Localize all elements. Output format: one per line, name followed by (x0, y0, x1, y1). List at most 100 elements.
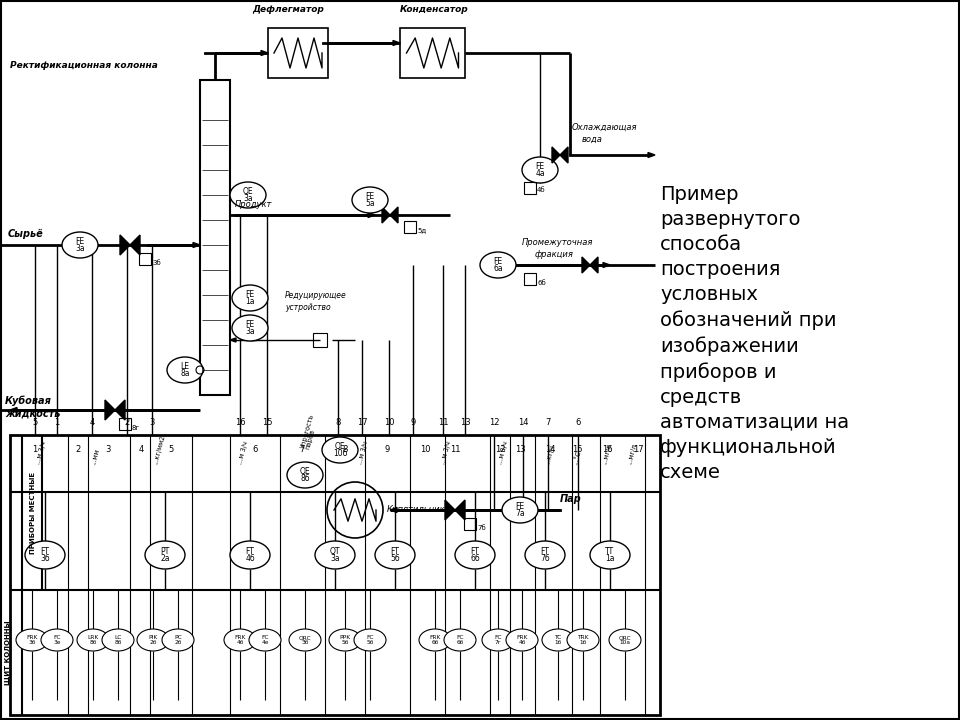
Text: FRK
6б: FRK 6б (429, 636, 441, 644)
Text: FC
4е: FC 4е (261, 636, 269, 644)
Text: 3: 3 (106, 445, 110, 454)
Ellipse shape (322, 437, 358, 463)
Text: ...м 3/ч: ...м 3/ч (357, 441, 369, 465)
Text: PT
2а: PT 2а (160, 546, 170, 564)
Text: FT
5б: FT 5б (390, 546, 399, 564)
Ellipse shape (232, 285, 268, 311)
Text: Пар: Пар (560, 494, 582, 504)
Text: 2: 2 (125, 418, 130, 427)
Ellipse shape (375, 541, 415, 569)
Text: ...мм: ...мм (90, 448, 100, 465)
Ellipse shape (480, 252, 516, 278)
Text: LRK
8б: LRK 8б (87, 636, 99, 644)
Text: FE
4а: FE 4а (535, 161, 545, 179)
Ellipse shape (482, 629, 514, 651)
Text: ...мг/л: ...мг/л (602, 443, 613, 465)
Text: 13: 13 (460, 418, 470, 427)
Text: 9: 9 (410, 418, 416, 427)
Bar (404, 221, 416, 233)
Ellipse shape (455, 541, 495, 569)
Text: 8: 8 (335, 418, 341, 427)
Ellipse shape (230, 182, 266, 208)
Bar (119, 418, 131, 430)
Ellipse shape (289, 629, 321, 651)
Ellipse shape (567, 629, 599, 651)
Text: 4: 4 (89, 418, 95, 427)
Text: Конденсатор: Конденсатор (400, 5, 468, 14)
Bar (524, 273, 536, 285)
Bar (464, 518, 476, 530)
Text: FE
7а: FE 7а (516, 502, 525, 518)
Text: TT
1а: TT 1а (605, 546, 614, 564)
Ellipse shape (419, 629, 451, 651)
Text: 8г: 8г (132, 425, 140, 431)
Text: 10: 10 (420, 445, 430, 454)
Ellipse shape (162, 629, 194, 651)
Text: FE
3а: FE 3а (245, 320, 254, 336)
Ellipse shape (542, 629, 574, 651)
Text: Упругость
паров: Упругость паров (300, 413, 320, 450)
Ellipse shape (230, 541, 270, 569)
Ellipse shape (352, 187, 388, 213)
Text: Ректификационная колонна: Ректификационная колонна (10, 61, 157, 70)
Text: 1: 1 (55, 418, 60, 427)
Text: ...мг/л: ...мг/л (627, 443, 638, 465)
Text: 4б: 4б (537, 187, 545, 193)
Ellipse shape (62, 232, 98, 258)
Text: Промежуточная: Промежуточная (522, 238, 593, 247)
Text: FC
7г: FC 7г (494, 636, 502, 644)
Text: QE
3а: QE 3а (243, 186, 253, 204)
Text: FT
7б: FT 7б (540, 546, 550, 564)
Text: QE
8б: QE 8б (300, 467, 310, 483)
Text: 12: 12 (494, 445, 505, 454)
Ellipse shape (145, 541, 185, 569)
Circle shape (327, 482, 383, 538)
Text: FRK
3б: FRK 3б (26, 636, 37, 644)
Text: FT
4б: FT 4б (245, 546, 254, 564)
Text: FT
6б: FT 6б (470, 546, 480, 564)
Bar (10, 435, 660, 715)
Text: ...м 3/ч: ...м 3/ч (237, 441, 249, 465)
Text: QRC
3б: QRC 3б (299, 636, 311, 644)
Text: ...м 3/ч: ...м 3/ч (440, 441, 452, 465)
Text: LC
8б: LC 8б (114, 636, 122, 644)
Text: 14: 14 (544, 445, 555, 454)
Text: 12: 12 (489, 418, 499, 427)
Text: 6: 6 (575, 418, 581, 427)
Text: PPK
5б: PPK 5б (340, 636, 350, 644)
Text: 1: 1 (33, 445, 37, 454)
Text: ...°С: ...°С (572, 449, 582, 465)
Bar (200, 80, 230, 395)
Text: FC
5б: FC 5б (367, 636, 373, 644)
Ellipse shape (315, 541, 355, 569)
Text: TC
1б: TC 1б (554, 636, 562, 644)
Ellipse shape (77, 629, 109, 651)
Text: жидкость: жидкость (5, 408, 60, 418)
Ellipse shape (25, 541, 65, 569)
Polygon shape (445, 500, 455, 520)
Text: ...кг/мм2: ...кг/мм2 (153, 434, 167, 465)
Ellipse shape (525, 541, 565, 569)
Text: 7: 7 (545, 418, 551, 427)
Text: FRK
4б: FRK 4б (234, 636, 246, 644)
Polygon shape (115, 400, 125, 420)
Text: фракция: фракция (535, 250, 574, 259)
Text: Продукт: Продукт (235, 200, 273, 209)
Text: LE
8а: LE 8а (180, 361, 190, 379)
Text: 6б: 6б (537, 280, 545, 286)
Polygon shape (390, 207, 398, 223)
Polygon shape (130, 235, 140, 255)
Polygon shape (10, 408, 17, 413)
Bar (524, 182, 536, 194)
Text: FE
5а: FE 5а (365, 192, 374, 209)
Text: 4: 4 (138, 445, 144, 454)
Polygon shape (552, 147, 560, 163)
Ellipse shape (224, 629, 256, 651)
Text: 3: 3 (150, 418, 155, 427)
Polygon shape (368, 212, 375, 217)
Text: 13: 13 (515, 445, 525, 454)
Text: 15: 15 (572, 445, 583, 454)
Text: 16: 16 (602, 445, 612, 454)
Text: 7: 7 (300, 445, 304, 454)
Ellipse shape (354, 629, 386, 651)
